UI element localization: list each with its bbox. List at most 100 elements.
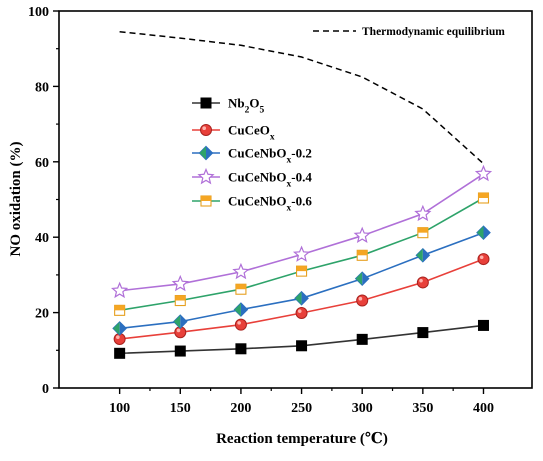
data-point xyxy=(114,347,126,359)
legend-label: CuCeNbOx-0.4 xyxy=(228,170,312,190)
marker-highlight xyxy=(297,309,302,313)
marker-shape xyxy=(197,167,215,185)
y-tick-label: 0 xyxy=(42,382,49,397)
marker-top-half xyxy=(478,192,489,198)
legend-label: CuCeOx xyxy=(228,123,275,143)
marker-top-half xyxy=(296,266,307,272)
marker-right-half xyxy=(483,226,490,240)
marker-left-half xyxy=(199,146,206,160)
data-point xyxy=(354,271,370,287)
data-point xyxy=(474,164,493,182)
x-tick-label: 350 xyxy=(412,401,433,416)
y-tick-label: 40 xyxy=(35,231,49,246)
x-tick-label: 150 xyxy=(170,401,191,416)
legend-item: CuCeNbOx-0.6 xyxy=(192,194,312,214)
data-point xyxy=(296,265,308,277)
data-point xyxy=(171,274,189,292)
marker-right-half xyxy=(240,303,248,317)
data-point xyxy=(292,245,311,262)
marker-right-half xyxy=(301,291,309,305)
marker-shape xyxy=(353,226,371,244)
marker-highlight xyxy=(419,278,423,283)
series-CuCeNbOx-0.6 xyxy=(114,192,490,316)
marker-highlight xyxy=(479,255,484,260)
legend-item: Nb2O5 xyxy=(192,96,265,116)
data-point xyxy=(172,314,188,329)
data-point xyxy=(296,340,308,352)
equilibrium-legend-label: Thermodynamic equilibrium xyxy=(362,26,505,38)
data-point xyxy=(174,294,186,307)
legend: Nb2O5 CuCeOx CuCeNbOx-0.2 CuCeNbOx-0.4 CuCeN… xyxy=(192,26,505,214)
legend-item: CuCeOx xyxy=(192,123,275,143)
marker-top-half xyxy=(357,250,368,256)
marker-right-half xyxy=(180,315,187,329)
marker-left-half xyxy=(416,248,423,262)
marker-right-half xyxy=(362,272,369,286)
marker-shape xyxy=(416,276,429,289)
legend-marker xyxy=(198,145,214,161)
data-point xyxy=(356,333,368,345)
data-point xyxy=(353,226,371,244)
marker-left-half xyxy=(234,303,241,317)
marker-shape xyxy=(114,347,126,359)
marker-left-half xyxy=(476,226,484,240)
data-point xyxy=(111,281,129,299)
data-point xyxy=(356,249,368,261)
data-point xyxy=(294,290,309,306)
data-point xyxy=(477,253,490,266)
marker-shape xyxy=(295,306,308,319)
data-point xyxy=(477,319,489,331)
marker-shape xyxy=(234,318,247,331)
data-point xyxy=(417,327,429,339)
data-point xyxy=(112,321,127,336)
series-CuCeNbOx-0.2 xyxy=(112,225,491,336)
marker-shape xyxy=(232,262,250,280)
data-point xyxy=(417,227,429,239)
y-tick-label: 100 xyxy=(28,5,49,20)
data-point xyxy=(235,343,247,355)
data-point xyxy=(234,318,247,331)
data-point xyxy=(416,276,429,289)
equilibrium-line xyxy=(119,30,485,165)
y-tick-label: 80 xyxy=(35,80,49,95)
y-tick-label: 20 xyxy=(35,307,49,322)
marker-shape xyxy=(111,281,129,299)
marker-shape xyxy=(477,319,489,331)
series-CuCeNbOx-0.4 xyxy=(111,164,493,299)
marker-right-half xyxy=(206,146,213,160)
series-Nb2O5 xyxy=(114,319,489,359)
legend-label: Nb2O5 xyxy=(228,96,265,116)
legend-item: CuCeNbOx-0.2 xyxy=(192,146,312,166)
marker-left-half xyxy=(355,272,363,286)
data-point xyxy=(235,283,247,295)
marker-shape xyxy=(235,343,247,355)
data-point xyxy=(295,306,308,319)
data-point xyxy=(414,204,432,222)
data-point xyxy=(476,225,491,241)
marker-highlight xyxy=(116,335,120,339)
legend-marker xyxy=(200,97,212,109)
marker-shape xyxy=(356,333,368,345)
data-point xyxy=(174,345,186,357)
series-layer xyxy=(111,30,493,359)
x-tick-label: 300 xyxy=(352,401,373,416)
marker-shape xyxy=(417,327,429,339)
y-axis-title: NO oxidation (%) xyxy=(8,141,24,256)
marker-top-half xyxy=(175,295,186,301)
marker-top-half xyxy=(235,284,246,290)
legend-marker xyxy=(200,124,212,136)
marker-shape xyxy=(414,204,432,222)
marker-shape xyxy=(477,253,490,266)
data-point xyxy=(114,304,126,316)
data-point xyxy=(477,192,490,204)
legend-marker xyxy=(197,167,215,185)
equilibrium-legend: Thermodynamic equilibrium xyxy=(313,26,505,38)
marker-highlight xyxy=(358,296,363,301)
data-point xyxy=(233,302,249,317)
marker-left-half xyxy=(113,321,120,335)
x-tick-label: 250 xyxy=(291,401,312,416)
marker-left-half xyxy=(173,315,181,329)
legend-item: CuCeNbOx-0.4 xyxy=(192,167,312,190)
